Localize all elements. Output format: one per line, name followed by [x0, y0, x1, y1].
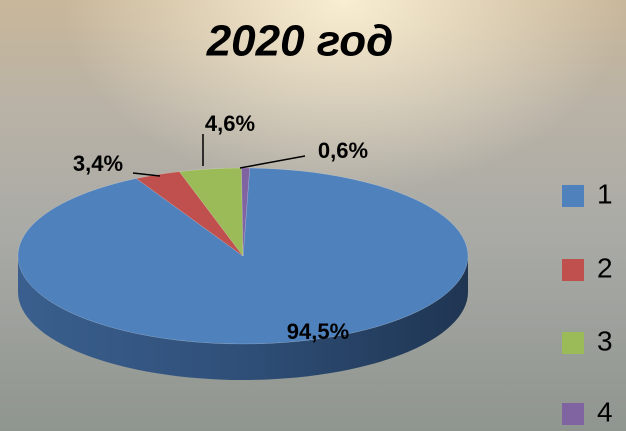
legend-label: 2 — [597, 252, 613, 283]
pie-slice — [17, 167, 469, 345]
data-label: 4,6% — [205, 111, 255, 136]
data-label: 94,5% — [287, 319, 349, 344]
legend-swatch — [562, 185, 584, 207]
pie-slice — [135, 171, 244, 257]
chart-title: 2020 год — [206, 17, 394, 66]
data-label: 3,4% — [73, 151, 123, 176]
legend-label: 3 — [597, 325, 613, 356]
pie-side — [18, 256, 468, 380]
pie: 94,5% 3,4% 4,6% 0,6% — [17, 111, 469, 380]
legend-swatch — [562, 332, 584, 354]
legend-swatch — [562, 403, 584, 425]
leader-line — [239, 155, 306, 169]
legend-label: 1 — [597, 178, 613, 209]
legend: 1 2 3 4 — [562, 178, 613, 427]
legend-label: 4 — [597, 396, 613, 427]
data-label: 0,6% — [318, 138, 368, 163]
leader-line — [132, 172, 161, 177]
legend-swatch — [562, 259, 584, 281]
